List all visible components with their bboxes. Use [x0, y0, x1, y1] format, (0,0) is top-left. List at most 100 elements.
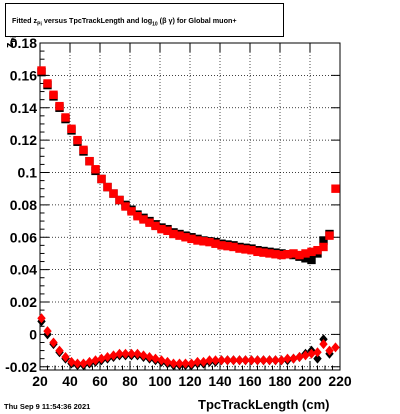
data-point-square: [169, 229, 178, 239]
data-point-diamond: [55, 345, 64, 356]
data-point-diamond: [49, 337, 58, 348]
data-point-diamond: [79, 358, 88, 369]
data-point-square: [211, 239, 220, 248]
data-point-diamond: [193, 356, 202, 367]
title-middle: versus TpcTrackLength and log: [41, 16, 153, 25]
y-tick-label: 0.18: [10, 35, 37, 51]
data-point-square: [67, 124, 76, 133]
data-point-diamond: [73, 358, 82, 369]
data-point-diamond: [271, 355, 280, 366]
data-point-diamond: [307, 348, 316, 359]
data-point-square: [313, 246, 322, 255]
data-point-square: [151, 221, 160, 231]
x-tick-label: 20: [32, 373, 48, 389]
datestamp: Thu Sep 9 11:54:36 2021: [4, 402, 91, 411]
data-point-diamond: [91, 355, 100, 366]
y-tick-label: 0.1: [18, 165, 38, 181]
data-point-diamond: [319, 339, 328, 350]
data-point-diamond: [157, 355, 166, 366]
y-axis-label-main: z: [4, 42, 16, 49]
data-point-square: [265, 249, 274, 258]
y-tick-label: 0.06: [10, 229, 37, 245]
data-point-diamond: [283, 353, 292, 364]
x-tick-label: 120: [178, 373, 202, 389]
chart-title: Fitted zPi versus TpcTrackLength and log…: [5, 3, 284, 37]
data-point-square: [157, 224, 166, 234]
x-tick-label: 100: [148, 373, 172, 389]
data-point-square: [61, 113, 70, 122]
x-tick-label: 160: [238, 373, 262, 389]
data-point-square: [187, 234, 196, 244]
data-point-square: [301, 249, 310, 258]
data-point-diamond: [253, 355, 262, 366]
data-point-square: [319, 236, 328, 245]
data-point-square: [139, 215, 148, 224]
data-point-diamond: [301, 350, 310, 361]
data-point-square: [121, 202, 130, 211]
data-point-square: [223, 241, 232, 251]
data-point-diamond: [277, 355, 286, 366]
data-point-square: [229, 242, 238, 252]
y-tick-label: 0.12: [10, 132, 37, 148]
title-prefix: Fitted z: [12, 16, 38, 25]
x-tick-label: 200: [298, 373, 322, 389]
data-point-square: [133, 212, 142, 221]
data-point-square: [205, 237, 214, 247]
data-point-square: [247, 246, 256, 255]
title-log-subscript: 10: [152, 21, 158, 28]
data-point-square: [283, 250, 292, 259]
axis-ticks: [39, 42, 341, 370]
data-point-square: [295, 250, 304, 260]
data-point-diamond: [85, 356, 94, 367]
data-point-diamond: [265, 355, 274, 366]
data-point-diamond: [127, 348, 136, 359]
data-point-diamond: [181, 358, 190, 369]
data-point-square: [55, 101, 64, 111]
data-point-square: [103, 182, 112, 192]
x-tick-label: 60: [92, 373, 108, 389]
data-point-diamond: [313, 353, 322, 364]
data-point-square: [91, 165, 100, 174]
data-point-diamond: [241, 355, 250, 366]
x-tick-label: 80: [122, 373, 138, 389]
data-point-square: [79, 145, 88, 155]
data-point-square: [37, 66, 46, 75]
data-marks: [37, 66, 340, 371]
y-tick-label: 0: [29, 326, 37, 342]
data-point-diamond: [61, 352, 70, 363]
y-tick-label: 0.14: [10, 100, 37, 116]
x-tick-label: 180: [268, 373, 292, 389]
grid-lines: [40, 42, 340, 370]
data-point-square: [289, 249, 298, 258]
data-point-square: [217, 241, 226, 250]
data-point-diamond: [37, 313, 46, 324]
data-point-diamond: [259, 355, 268, 366]
data-point-square: [163, 226, 172, 235]
data-point-square: [127, 207, 136, 216]
y-tick-label: -0.02: [5, 359, 37, 375]
data-point-diamond: [43, 326, 52, 337]
data-point-square: [259, 248, 268, 257]
y-tick-label: 0.08: [10, 197, 37, 213]
data-point-square: [307, 255, 316, 265]
x-axis-label: TpcTrackLength (cm): [198, 397, 330, 412]
data-point-square: [109, 189, 118, 198]
data-point-square: [301, 254, 310, 263]
data-point-diamond: [139, 350, 148, 361]
data-point-square: [271, 250, 280, 259]
data-point-diamond: [289, 353, 298, 364]
x-tick-label: 140: [208, 373, 232, 389]
data-point-square: [331, 184, 340, 193]
data-point-diamond: [103, 352, 112, 363]
data-point-diamond: [151, 353, 160, 364]
data-point-diamond: [223, 355, 232, 366]
data-point-diamond: [211, 355, 220, 366]
y-tick-labels: -0.02 0 0.02 0.04 0.06 0.08 0.1 0.12 0.14 0.16 0.1…: [5, 35, 37, 375]
data-point-square: [241, 245, 250, 254]
data-point-square: [193, 236, 202, 245]
data-point-square: [175, 231, 184, 240]
data-point-square: [235, 244, 244, 253]
data-point-diamond: [115, 348, 124, 359]
data-point-square: [73, 135, 82, 145]
